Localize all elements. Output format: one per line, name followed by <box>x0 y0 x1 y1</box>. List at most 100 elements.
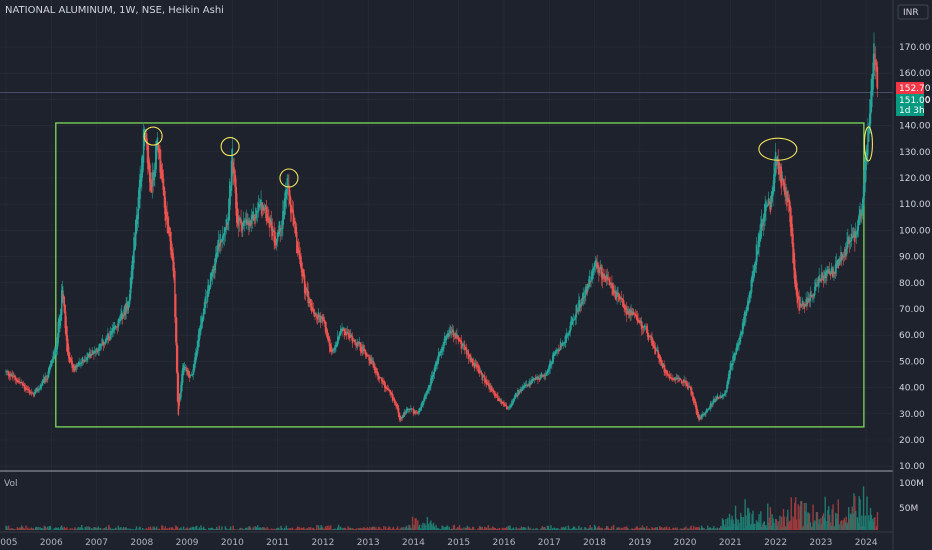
year-tick-label: 2008 <box>130 538 153 548</box>
candle-body <box>797 295 799 297</box>
candle-body <box>649 335 651 337</box>
candle-body <box>243 220 246 224</box>
candle-body <box>740 333 743 336</box>
candle-body <box>594 261 597 267</box>
candle-body <box>77 363 79 367</box>
volume-bar <box>760 526 763 530</box>
candle-body <box>477 365 479 367</box>
volume-bar <box>256 525 259 530</box>
volume-bar <box>371 526 374 530</box>
volume-bar <box>276 527 279 530</box>
candle-body <box>273 230 275 243</box>
volume-bar <box>781 527 784 530</box>
volume-bar <box>563 527 565 530</box>
candle-body <box>386 387 389 389</box>
year-tick-label: 2018 <box>583 538 606 548</box>
candle-body <box>849 241 852 242</box>
candle-body <box>391 393 394 401</box>
volume-bar <box>681 528 684 530</box>
volume-bar <box>442 526 444 530</box>
candle-body <box>451 331 453 333</box>
volume-bar <box>697 528 699 530</box>
candle-body <box>619 297 621 299</box>
candle-body <box>824 271 826 278</box>
candle-body <box>773 174 775 192</box>
candle-body <box>511 400 513 406</box>
volume-bar <box>716 527 718 530</box>
candle-body <box>433 368 436 375</box>
volume-bar <box>407 527 409 530</box>
candle-body <box>223 227 226 236</box>
candle-body <box>326 329 328 337</box>
volume-bar <box>673 527 675 530</box>
candle-body <box>794 259 796 284</box>
currency-label: INR <box>903 8 919 18</box>
candle-body <box>367 354 369 356</box>
volume-bar <box>808 513 811 530</box>
volume-bar <box>186 527 188 530</box>
candle-body <box>343 327 345 331</box>
candle-body <box>222 235 224 241</box>
candle-body <box>86 356 88 361</box>
candle-body <box>253 214 255 221</box>
symbol-title[interactable]: NATIONAL ALUMINUM, 1W, NSE, Heikin Ashi <box>5 5 224 16</box>
candle-body <box>380 377 382 379</box>
candle-body <box>283 197 286 216</box>
candle-body <box>18 381 20 382</box>
volume-bar <box>437 528 440 530</box>
volume-bar <box>376 529 378 530</box>
volume-bar <box>6 526 8 530</box>
candle-body <box>539 375 542 380</box>
candle-body <box>680 379 682 381</box>
candle-body <box>394 400 396 403</box>
volume-bar <box>590 528 592 530</box>
volume-bar <box>505 528 507 530</box>
candle-body <box>845 252 847 255</box>
volume-bar <box>69 528 72 530</box>
candle-body <box>641 325 644 329</box>
candle-body <box>363 348 366 351</box>
candle-body <box>567 333 570 336</box>
volume-bar <box>515 527 517 530</box>
volume-bar <box>43 525 46 530</box>
volume-bar <box>27 527 29 530</box>
candle-body <box>799 303 801 307</box>
candle-body <box>507 406 510 409</box>
volume-bar <box>638 527 640 530</box>
candle-body <box>259 204 261 207</box>
currency-button[interactable] <box>897 4 929 20</box>
volume-bar <box>352 528 355 530</box>
volume-bar <box>111 528 113 530</box>
volume-bar <box>658 528 660 530</box>
candle-body <box>821 274 824 277</box>
volume-bar <box>433 526 436 530</box>
candle-body <box>708 407 711 410</box>
volume-bar <box>410 527 412 530</box>
candle-body <box>186 367 188 375</box>
candle-body <box>709 403 712 409</box>
volume-bar <box>872 521 874 530</box>
volume-bar <box>151 529 153 530</box>
volume-bar <box>680 528 683 530</box>
candle-body <box>486 382 489 384</box>
candle-body <box>784 187 786 198</box>
volume-bar <box>122 527 125 530</box>
candle-body <box>215 254 217 265</box>
candle-body <box>117 319 120 328</box>
time-axis[interactable]: 2005200620072008200920102011201220132014… <box>0 538 878 548</box>
volume-bar <box>593 524 596 530</box>
candle-body <box>271 225 274 236</box>
volume-bar <box>128 528 130 530</box>
volume-bar <box>264 528 267 530</box>
volume-bar <box>453 524 456 530</box>
candle-body <box>552 355 554 363</box>
volume-bar <box>712 527 714 530</box>
candle-body <box>735 347 738 355</box>
candle-body <box>197 334 200 348</box>
candle-body <box>769 202 772 213</box>
candle-body <box>51 361 53 364</box>
candle-body <box>640 321 643 330</box>
volume-bar <box>31 528 33 530</box>
candle-body <box>666 372 669 376</box>
